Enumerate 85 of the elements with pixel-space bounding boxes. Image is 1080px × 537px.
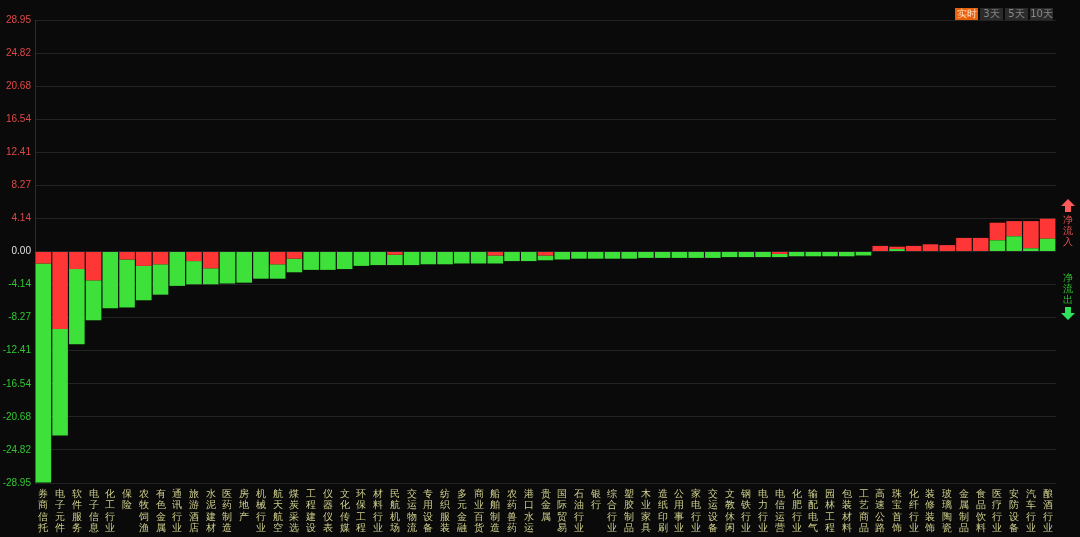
text: 净流入 (1062, 214, 1074, 247)
x-tick-label: 电子信息 (87, 487, 99, 533)
x-tick-label: 软件服务 (71, 487, 82, 533)
x-tick-label: 航天航空 (272, 487, 283, 533)
x-tick-label: 高速公路 (875, 487, 886, 533)
y-tick-label: 4.14 (11, 212, 32, 224)
x-tick-label: 保险 (122, 487, 133, 510)
text: 净流出 (1062, 272, 1074, 305)
x-tick-label: 装修装饰 (924, 487, 936, 533)
x-tick-label: 家电行业 (691, 487, 702, 533)
x-tick-label: 医疗行业 (992, 487, 1003, 533)
y-tick-label: 24.82 (5, 46, 32, 58)
x-tick-label: 煤炭采选 (289, 487, 300, 533)
x-tick-label: 塑胶制品 (624, 487, 635, 533)
x-tick-label: 交运设备 (707, 487, 718, 533)
y-tick-label: -28.95 (2, 476, 32, 488)
y-tick-label: -16.54 (2, 377, 32, 389)
x-tick-label: 多元金融 (456, 487, 467, 533)
x-tick-label: 商业百货 (473, 487, 484, 533)
x-tick-label: 环保工程 (356, 487, 367, 533)
y-tick-label: 28.95 (5, 13, 32, 25)
y-tick-label: 0.00 (11, 245, 32, 257)
text: 5天 (1005, 8, 1028, 20)
x-tick-label: 电力行业 (758, 487, 769, 533)
y-tick-label: 8.27 (11, 179, 32, 191)
y-tick-label: -4.14 (8, 278, 32, 290)
x-tick-label: 国际贸易 (557, 487, 568, 533)
x-tick-label: 珠宝首饰 (890, 487, 902, 533)
x-tick-label: 钢铁行业 (740, 487, 752, 533)
x-tick-label: 民航机场 (388, 487, 400, 533)
y-tick-label: -20.68 (2, 410, 32, 422)
x-tick-label: 有色金属 (155, 487, 166, 533)
y-tick-label: 16.54 (5, 112, 32, 124)
x-tick-label: 交运物流 (406, 487, 417, 533)
x-tick-label: 化工行业 (105, 487, 116, 533)
y-tick-label: 12.41 (5, 146, 32, 158)
x-tick-label: 包装材料 (840, 487, 852, 533)
x-tick-label: 专用设备 (423, 487, 434, 533)
x-tick-label: 文化传媒 (339, 487, 350, 533)
x-tick-label: 化纤行业 (908, 487, 919, 533)
x-tick-label: 石油行业 (573, 487, 584, 533)
x-tick-label: 银行 (589, 487, 601, 510)
x-tick-label: 木业家具 (640, 487, 651, 533)
x-tick-label: 券商信托 (37, 487, 49, 533)
x-tick-label: 工程建设 (305, 487, 317, 533)
bar (387, 252, 403, 255)
x-tick-label: 园林工程 (824, 487, 836, 533)
x-tick-label: 公用事业 (674, 487, 685, 533)
x-tick-label: 化肥行业 (791, 487, 802, 533)
x-tick-label: 安防设备 (1009, 487, 1020, 533)
x-tick-label: 农药兽药 (507, 487, 518, 533)
x-tick-label: 房地产 (238, 487, 250, 522)
text: 3天 (980, 8, 1003, 20)
x-tick-label: 船舶制造 (490, 487, 501, 533)
x-tick-label: 汽车行业 (1025, 487, 1036, 533)
x-tick-label: 金属制品 (958, 487, 969, 533)
y-tick-label: -24.82 (2, 443, 32, 455)
x-tick-label: 综合行业 (607, 487, 618, 533)
text: 10天 (1030, 8, 1053, 20)
x-tick-label: 输配电气 (808, 487, 819, 533)
y-tick-label: 20.68 (5, 79, 32, 91)
x-tick-label: 仪器仪表 (322, 487, 333, 533)
x-tick-label: 材料行业 (372, 487, 384, 533)
x-tick-label: 造纸印刷 (657, 487, 668, 533)
y-tick-label: -12.41 (2, 344, 32, 356)
x-tick-label: 水泥建材 (204, 487, 216, 533)
bar (269, 252, 286, 265)
x-tick-label: 贵金属 (540, 487, 551, 522)
x-tick-label: 港口水运 (523, 487, 534, 533)
x-tick-label: 医药制造 (222, 487, 233, 533)
x-tick-label: 机械行业 (255, 487, 266, 533)
x-tick-label: 通讯行业 (172, 487, 183, 533)
x-tick-label: 工艺商品 (858, 487, 869, 533)
x-tick-label: 酿酒行业 (1042, 487, 1053, 533)
bar (286, 252, 303, 259)
x-tick-label: 玻璃陶瓷 (942, 487, 953, 533)
x-tick-label: 旅游酒店 (189, 487, 200, 533)
text: 实时 (955, 8, 978, 20)
x-tick-label: 文教休闲 (724, 487, 735, 533)
x-tick-label: 纺织服装 (440, 487, 451, 533)
y-tick-label: -8.27 (8, 311, 32, 323)
x-tick-label: 农牧饲渔 (137, 487, 149, 533)
x-tick-label: 电信运营 (774, 487, 785, 533)
x-tick-label: 食品饮料 (974, 487, 986, 533)
x-tick-label: 电子元件 (55, 487, 66, 533)
